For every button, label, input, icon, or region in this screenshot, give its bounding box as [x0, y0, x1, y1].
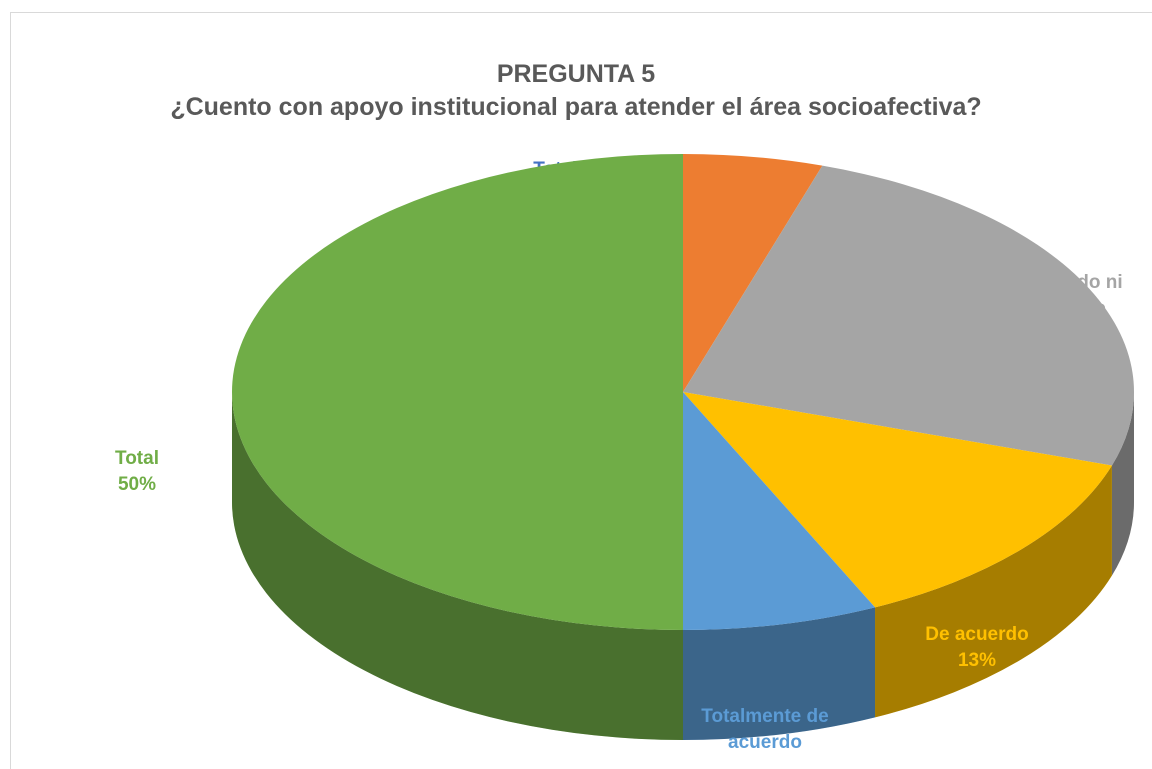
slice-side	[1111, 392, 1134, 576]
chart-subtitle: ¿Cuento con apoyo institucional para ate…	[170, 93, 982, 121]
slice	[683, 392, 876, 630]
data-label: Total 50%	[97, 446, 177, 498]
data-label: Totalmente de acuerdo	[675, 704, 855, 756]
slice	[683, 392, 1112, 608]
chart-frame	[10, 12, 1152, 769]
data-label-value: 50%	[117, 474, 157, 495]
slice-side	[683, 607, 876, 740]
slice	[683, 165, 1135, 466]
data-label-value: 13%	[957, 650, 997, 671]
slice	[683, 154, 823, 392]
slice-side-shade	[1111, 392, 1134, 576]
data-label-category: Total	[115, 448, 159, 469]
slice	[232, 154, 683, 630]
data-label-category: Totalmente de acuerdo	[701, 706, 829, 753]
slice-side	[232, 392, 683, 740]
slice-side-shade	[875, 465, 1112, 718]
chart-title: PREGUNTA 5	[496, 60, 656, 88]
slice-side-shade	[232, 392, 683, 740]
data-label: De acuerdo 13%	[902, 622, 1052, 674]
data-label-category: De acuerdo	[925, 624, 1029, 645]
slice-side	[875, 465, 1112, 718]
pie-sides	[232, 392, 1134, 740]
slice-side-shade	[683, 607, 876, 740]
